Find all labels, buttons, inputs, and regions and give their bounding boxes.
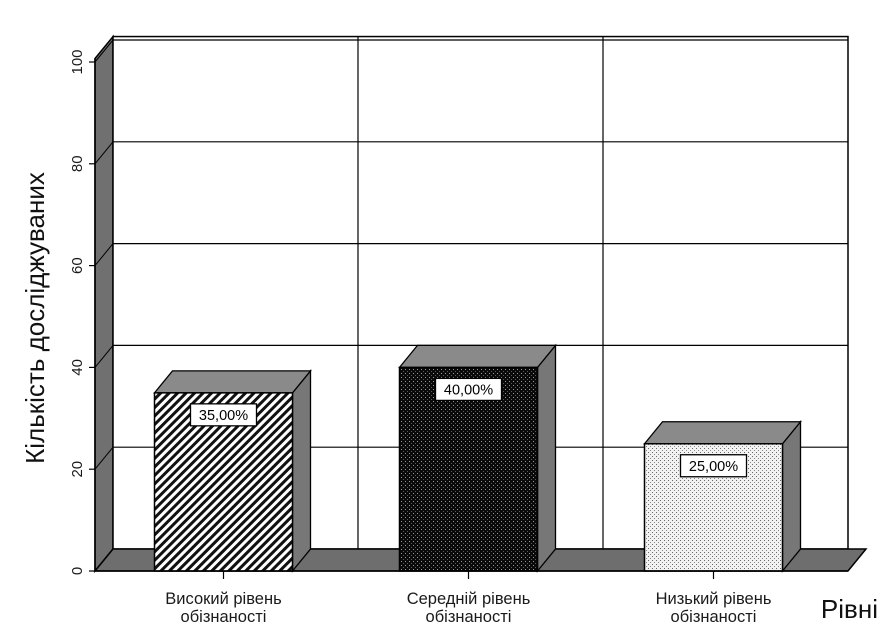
data-label-box: [189, 403, 258, 427]
bar-side: [536, 343, 557, 573]
x-axis-title: Рівні: [821, 594, 878, 624]
bars: 35,00% 40,00% 25,00%: [153, 343, 802, 573]
data-label-box: [679, 454, 748, 478]
data-label: 35,00%: [199, 408, 248, 424]
x-tick-label: обізнаності: [426, 608, 512, 626]
bar-front: [398, 366, 539, 572]
y-tick-label: 20: [69, 461, 86, 478]
bar-top: [398, 344, 557, 369]
bar-3: 25,00%: [643, 419, 802, 573]
bar-1: 35,00%: [153, 369, 312, 573]
y-tick-label: 0: [69, 567, 86, 575]
data-label-box: [434, 377, 503, 402]
x-tick-label: Низький рівень: [656, 590, 772, 608]
grid-line-wall: [94, 345, 114, 368]
y-tick-label: 80: [69, 155, 86, 172]
grid-line-wall: [94, 39, 114, 63]
x-tick-label: обізнаності: [671, 608, 757, 626]
bar-top: [643, 421, 802, 445]
bar-side: [781, 419, 802, 573]
bar-side: [291, 369, 312, 573]
bar-top: [153, 370, 312, 394]
left-wall: [94, 34, 114, 574]
data-label: 25,00%: [689, 459, 738, 475]
grid-line-wall: [94, 141, 114, 165]
y-tick-label: 100: [69, 49, 86, 74]
y-tick-label: 40: [69, 359, 86, 376]
y-tick-label: 60: [69, 257, 86, 274]
x-tick-label: обізнаності: [181, 608, 267, 626]
y-axis: 0 20 40 60 80 100: [69, 49, 96, 575]
bar-2: 40,00%: [398, 343, 557, 573]
grid-line-wall: [94, 243, 114, 266]
x-tick-label: Середній рівень: [407, 590, 531, 608]
grid-line-wall: [94, 446, 114, 470]
x-tick-label: Високий рівень: [165, 590, 281, 608]
data-label: 40,00%: [444, 382, 493, 398]
y-axis-title: Кількість досліджуваних: [20, 172, 50, 464]
